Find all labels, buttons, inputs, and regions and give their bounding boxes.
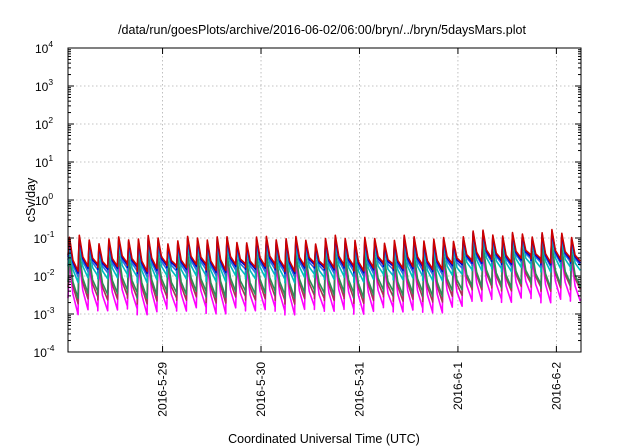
series-line (67, 228, 581, 273)
x-tick-labels: 2016-5-29 2016-5-30 2016-5-31 2016-6-1 2016-… (156, 362, 564, 417)
y-tick-label: 10-4 (34, 343, 55, 360)
series-layer (67, 228, 582, 316)
x-tick-label: 2016-6-1 (451, 362, 465, 410)
y-tick-label-base: 10 (34, 232, 48, 246)
y-tick-label: 103 (35, 77, 53, 94)
y-axis-label: cSv/day (24, 177, 38, 222)
y-tick-label: 104 (35, 39, 53, 56)
y-tick-label-base: 10 (35, 194, 49, 208)
x-axis-label: Coordinated Universal Time (UTC) (228, 432, 420, 446)
y-tick-label-base: 10 (35, 80, 49, 94)
x-tick-label: 2016-6-2 (549, 362, 563, 410)
x-tick-label: 2016-5-31 (352, 362, 366, 417)
y-tick-label: 102 (35, 115, 53, 132)
x-tick-label: 2016-5-30 (254, 362, 268, 417)
x-tick-label: 2016-5-29 (156, 362, 170, 417)
y-tick-label-exponent: -3 (47, 305, 55, 315)
y-tick-label-exponent: -1 (47, 229, 55, 239)
y-tick-label-exponent: 2 (48, 115, 53, 125)
axis-ticks (68, 47, 581, 353)
y-tick-label-exponent: 0 (48, 191, 53, 201)
y-tick-label: 101 (35, 153, 53, 170)
y-tick-label: 10-1 (34, 229, 55, 246)
y-tick-label-exponent: 4 (48, 39, 53, 49)
y-tick-label: 100 (35, 191, 53, 208)
y-tick-label-base: 10 (34, 270, 48, 284)
y-tick-label-exponent: -2 (47, 267, 55, 277)
chart-title: /data/run/goesPlots/archive/2016-06-02/0… (118, 23, 526, 37)
y-tick-label-base: 10 (35, 118, 49, 132)
y-tick-label-base: 10 (34, 308, 48, 322)
y-tick-label-base: 10 (34, 346, 48, 360)
y-tick-label-base: 10 (35, 42, 49, 56)
grid (68, 48, 581, 352)
y-tick-label-exponent: -4 (47, 343, 55, 353)
y-tick-label: 10-3 (34, 305, 55, 322)
y-tick-label-exponent: 1 (48, 153, 53, 163)
y-tick-label-base: 10 (35, 156, 49, 170)
y-tick-label: 10-2 (34, 267, 55, 284)
y-tick-label-exponent: 3 (48, 77, 53, 87)
